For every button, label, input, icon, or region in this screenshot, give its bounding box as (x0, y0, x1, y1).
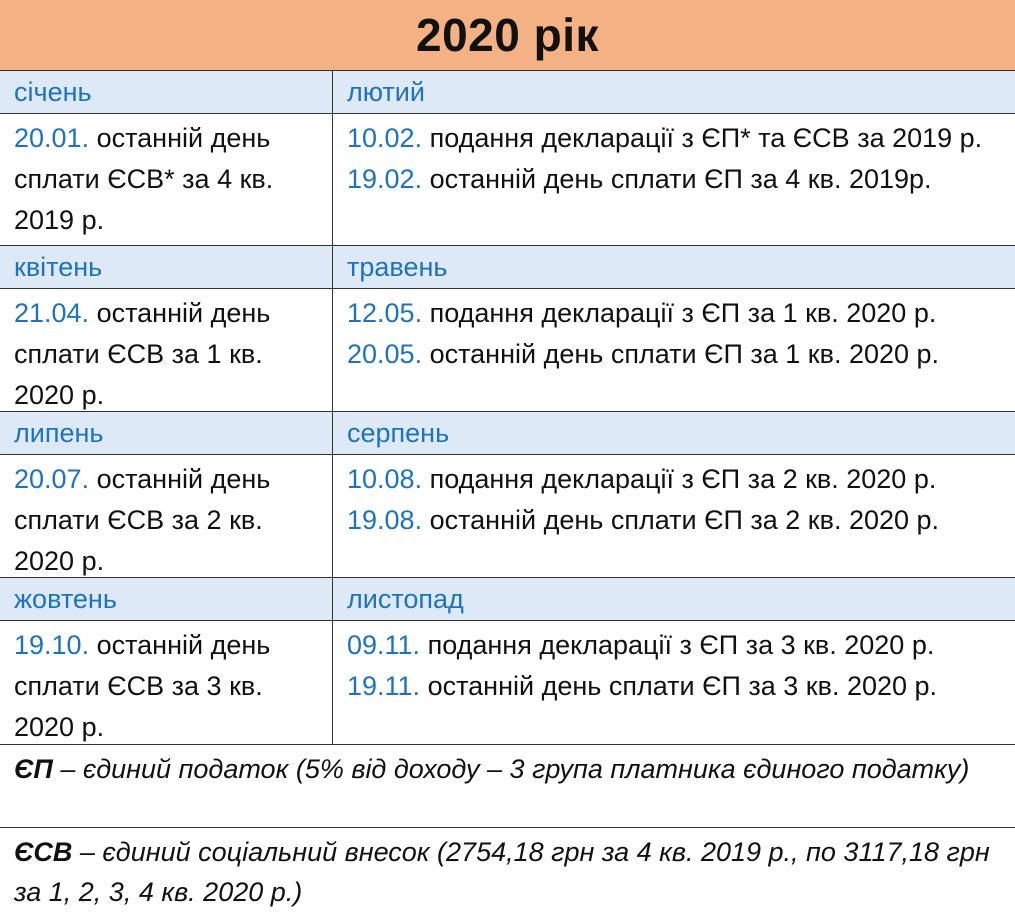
footnote-term: ЄСВ (14, 837, 73, 867)
deadline-entry: 10.02. подання декларації з ЄП* та ЄСВ з… (347, 118, 1003, 159)
deadline-entry: 10.08. подання декларації з ЄП за 2 кв. … (347, 459, 1003, 500)
calendar-grid: січень лютий 20.01. останній день сплати… (0, 71, 1015, 745)
deadline-date: 12.05. (347, 298, 423, 328)
month-cell-july: 20.07. останній день сплати ЄСВ за 2 кв.… (0, 455, 333, 578)
deadline-text: останній день сплати ЄП за 1 кв. 2020 р. (422, 339, 940, 369)
deadline-text: останній день сплати ЄСВ за 1 кв. 2020 р… (14, 298, 271, 410)
deadline-text: подання декларації з ЄП за 2 кв. 2020 р. (422, 464, 937, 494)
month-header-april: квітень (0, 246, 333, 289)
month-header-october: жовтень (0, 578, 333, 621)
deadline-text: останній день сплати ЄП за 2 кв. 2020 р. (422, 505, 940, 535)
title-bar: 2020 рік (0, 0, 1015, 71)
deadline-date: 10.08. (347, 464, 423, 494)
deadline-date: 20.07. (14, 464, 90, 494)
deadline-date: 20.01. (14, 123, 90, 153)
deadline-text: подання декларації з ЄП за 1 кв. 2020 р. (422, 298, 937, 328)
footnote-text: – єдиний податок (5% від доходу – 3 груп… (52, 754, 970, 784)
page-title: 2020 рік (415, 9, 599, 61)
deadline-text: останній день сплати ЄП за 3 кв. 2020 р. (420, 671, 938, 701)
month-header-july: липень (0, 412, 333, 455)
deadline-entry: 19.08. останній день сплати ЄП за 2 кв. … (347, 500, 1003, 541)
deadline-date: 20.05. (347, 339, 423, 369)
month-header-february: лютий (333, 71, 1015, 114)
month-cell-february: 10.02. подання декларації з ЄП* та ЄСВ з… (333, 114, 1015, 246)
deadline-entry: 19.11. останній день сплати ЄП за 3 кв. … (347, 666, 1003, 707)
footnote-single-tax: ЄП – єдиний податок (5% від доходу – 3 г… (0, 745, 1015, 828)
footnote-term: ЄП (14, 754, 53, 784)
deadline-date: 19.10. (14, 630, 90, 660)
deadline-date: 21.04. (14, 298, 90, 328)
month-header-november: листопад (333, 578, 1015, 621)
month-header-may: травень (333, 246, 1015, 289)
month-cell-april: 21.04. останній день сплати ЄСВ за 1 кв.… (0, 289, 333, 412)
deadline-date: 19.11. (347, 671, 421, 701)
deadline-date: 19.02. (347, 164, 423, 194)
deadline-entry: 12.05. подання декларації з ЄП за 1 кв. … (347, 293, 1003, 334)
deadline-date: 09.11. (347, 630, 421, 660)
deadline-date: 10.02. (347, 123, 423, 153)
deadline-text: останній день сплати ЄСВ за 3 кв. 2020 р… (14, 630, 271, 742)
month-cell-november: 09.11. подання декларації з ЄП за 3 кв. … (333, 621, 1015, 745)
month-header-january: січень (0, 71, 333, 114)
deadline-text: подання декларації з ЄП за 3 кв. 2020 р. (420, 630, 935, 660)
deadline-entry: 20.05. останній день сплати ЄП за 1 кв. … (347, 334, 1003, 375)
month-cell-may: 12.05. подання декларації з ЄП за 1 кв. … (333, 289, 1015, 412)
month-cell-january: 20.01. останній день сплати ЄСВ* за 4 кв… (0, 114, 333, 246)
deadline-entry: 09.11. подання декларації з ЄП за 3 кв. … (347, 625, 1003, 666)
deadline-text: останній день сплати ЄСВ за 2 кв. 2020 р… (14, 464, 271, 576)
month-header-august: серпень (333, 412, 1015, 455)
footnote-text: – єдиний соціальний внесок (2754,18 грн … (14, 837, 990, 907)
deadline-text: останній день сплати ЄСВ* за 4 кв. 2019 … (14, 123, 274, 235)
deadline-text: останній день сплати ЄП за 4 кв. 2019р. (422, 164, 932, 194)
month-cell-august: 10.08. подання декларації з ЄП за 2 кв. … (333, 455, 1015, 578)
month-cell-october: 19.10. останній день сплати ЄСВ за 3 кв.… (0, 621, 333, 745)
deadline-date: 19.08. (347, 505, 423, 535)
deadline-text: подання декларації з ЄП* та ЄСВ за 2019 … (422, 123, 983, 153)
deadline-entry: 19.02. останній день сплати ЄП за 4 кв. … (347, 159, 1003, 200)
footnote-social-contribution: ЄСВ – єдиний соціальний внесок (2754,18 … (0, 828, 1015, 910)
